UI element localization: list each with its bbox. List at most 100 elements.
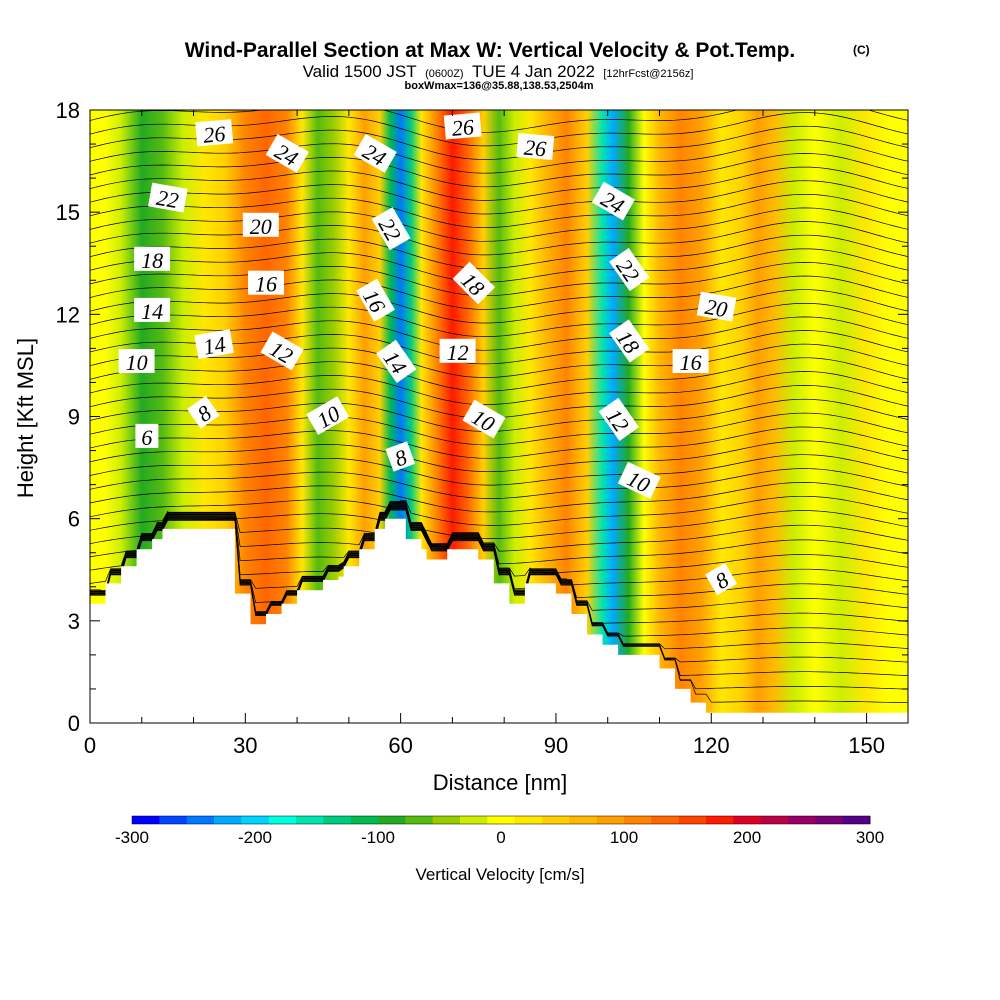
contour-label-box	[462, 399, 506, 439]
colorbar-swatch	[186, 816, 215, 824]
isentrope-line	[90, 275, 908, 310]
contour-label-box	[443, 112, 482, 140]
isentrope-lines	[90, 110, 908, 704]
contour-label: 12	[439, 338, 476, 365]
isentrope-line	[90, 509, 908, 690]
x-tick-label: 150	[848, 733, 885, 758]
contour-label: 8	[385, 441, 416, 472]
contour-label: 10	[118, 349, 155, 375]
isentrope-line	[90, 153, 908, 188]
contour-label: 22	[148, 182, 188, 213]
colorbar-swatch	[132, 816, 160, 824]
contour-label-box	[356, 278, 395, 322]
isentrope-line	[90, 262, 908, 297]
contour-label-box	[187, 395, 220, 429]
colorbar-swatch	[842, 816, 871, 824]
colorbar-swatch	[815, 816, 844, 824]
isentrope-line	[90, 357, 908, 392]
isentrope-line	[90, 482, 908, 513]
isentrope-line	[90, 166, 908, 201]
isentrope-line	[90, 398, 908, 432]
chart-title: Wind-Parallel Section at Max W: Vertical…	[185, 39, 796, 62]
colorbar-swatch	[159, 816, 188, 824]
isentrope-line	[90, 302, 908, 337]
contour-label: 14	[134, 297, 171, 324]
colorbar-swatch	[760, 816, 789, 824]
colorbar-tick-label: 300	[856, 828, 884, 847]
isentrope-line	[90, 412, 908, 446]
x-tick-label: 0	[84, 733, 96, 758]
colorbar-swatch	[514, 816, 543, 824]
y-tick-label: 15	[56, 200, 80, 225]
colorbar-swatch	[350, 816, 379, 824]
y-axis-label: Height [Kft MSL]	[13, 338, 38, 498]
colorbar-swatch	[678, 816, 707, 824]
isentrope-line	[90, 110, 908, 133]
isentrope-line	[90, 221, 908, 256]
contour-label: 8	[187, 395, 220, 429]
isentrope-line	[90, 505, 908, 624]
contour-label-box	[598, 397, 640, 441]
y-tick-label: 0	[68, 711, 80, 736]
colorbar-tick-label: -300	[115, 828, 149, 847]
colorbar-swatch	[214, 816, 242, 824]
colorbar-tick-label: -100	[361, 828, 395, 847]
isentrope-line	[90, 371, 908, 405]
colorbar-swatch	[542, 816, 570, 824]
contour-label-box	[617, 461, 661, 499]
colorbar-tick-label: 200	[733, 828, 761, 847]
y-tick-label: 12	[56, 302, 80, 327]
contour-label-box	[265, 134, 309, 173]
x-tick-label: 60	[388, 733, 412, 758]
contour-label: 8	[705, 562, 738, 596]
contour-label: 12	[260, 331, 304, 371]
contour-label-text: 20	[703, 294, 729, 322]
isentrope-line	[90, 506, 908, 637]
colorbar-swatch	[733, 816, 762, 824]
contour-label-box	[194, 329, 234, 359]
contour-label-text: 16	[255, 272, 277, 297]
colorbar-swatch	[296, 816, 324, 824]
contour-label: 26	[195, 119, 234, 148]
isentrope-line	[90, 495, 908, 526]
forecast-info: [12hrFcst@2156z]	[603, 68, 693, 80]
contour-label-text: 12	[447, 340, 469, 365]
contour-label-box	[242, 212, 279, 237]
isentrope-line	[90, 504, 908, 599]
contour-label-text: 16	[680, 350, 702, 375]
isentrope-line	[90, 180, 908, 215]
colorbar-swatch	[268, 816, 297, 824]
colorbar-tick-label: 0	[496, 828, 505, 847]
contour-label-text: 26	[202, 121, 226, 148]
contour-label: 14	[194, 329, 234, 360]
colorbar-tick-label: 100	[610, 828, 638, 847]
isentrope-line	[90, 505, 908, 611]
contour-label-box	[248, 270, 284, 295]
x-tick-label: 90	[544, 733, 568, 758]
isentrope-line	[90, 440, 908, 473]
isentrope-line	[90, 426, 908, 459]
valid-date: TUE 4 Jan 2022	[472, 62, 595, 81]
contour-label-box	[195, 119, 234, 147]
contour-label-box	[134, 246, 171, 271]
colorbar-swatch	[487, 816, 516, 824]
contour-label: 20	[696, 291, 737, 322]
contour-label: 16	[248, 270, 284, 297]
contour-label-box	[353, 134, 397, 173]
contour-label-text: 26	[523, 135, 547, 162]
colorbar-swatch	[596, 816, 625, 824]
colorbar-tick-label: -200	[238, 828, 272, 847]
colorbar-swatch	[378, 816, 406, 824]
colorbar-swatch	[432, 816, 461, 824]
contour-label-box	[385, 441, 416, 472]
y-tick-label: 6	[68, 507, 80, 532]
isentrope-line	[90, 234, 908, 269]
colorbar-swatch	[651, 816, 680, 824]
y-axis: 0 3 6 9 12 15 18	[56, 98, 908, 736]
contour-label-text: 20	[250, 214, 272, 239]
contour-label-box	[134, 297, 171, 322]
contour-label: 20	[242, 212, 279, 239]
isentrope-line	[90, 501, 908, 552]
